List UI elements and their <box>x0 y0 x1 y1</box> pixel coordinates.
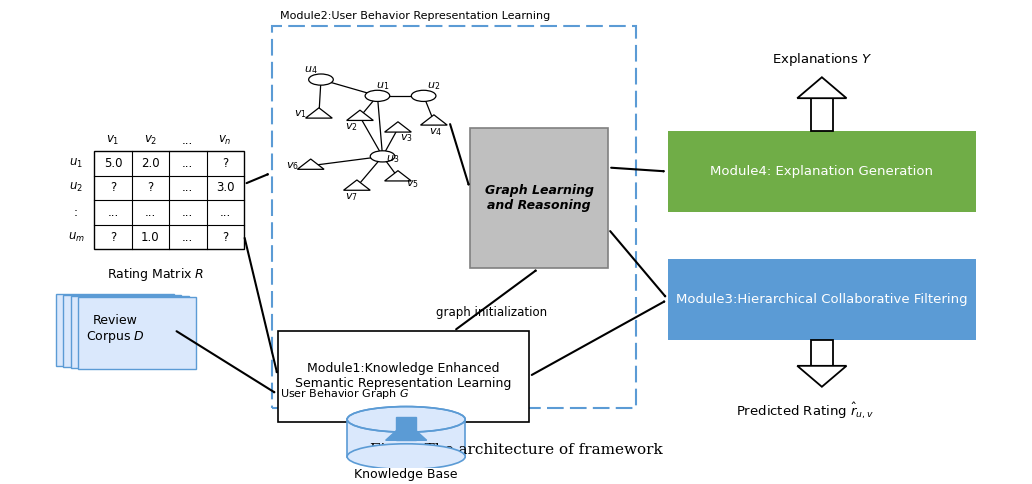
Polygon shape <box>344 180 370 190</box>
Text: ...: ... <box>183 182 193 195</box>
FancyBboxPatch shape <box>63 295 182 367</box>
Polygon shape <box>347 110 374 121</box>
Polygon shape <box>798 77 846 98</box>
FancyBboxPatch shape <box>278 331 529 422</box>
FancyBboxPatch shape <box>77 297 196 369</box>
Text: $u_3$: $u_3$ <box>386 153 399 165</box>
Text: Module3:Hierarchical Collaborative Filtering: Module3:Hierarchical Collaborative Filte… <box>676 293 968 306</box>
Text: $u_1$: $u_1$ <box>69 157 83 170</box>
Polygon shape <box>385 171 412 181</box>
FancyBboxPatch shape <box>668 131 976 212</box>
Text: Graph Learning
and Reasoning: Graph Learning and Reasoning <box>485 184 593 212</box>
FancyBboxPatch shape <box>810 98 833 131</box>
Text: Rating Matrix $R$: Rating Matrix $R$ <box>107 266 204 283</box>
Text: Review
Corpus $D$: Review Corpus $D$ <box>86 314 144 346</box>
Text: 1.0: 1.0 <box>141 231 160 243</box>
Text: $v_6$: $v_6$ <box>286 160 298 172</box>
Polygon shape <box>798 366 846 387</box>
Text: $v_7$: $v_7$ <box>346 191 358 203</box>
Text: $u_2$: $u_2$ <box>427 80 441 91</box>
Text: 2.0: 2.0 <box>141 157 160 170</box>
Text: 3.0: 3.0 <box>216 182 234 195</box>
FancyBboxPatch shape <box>810 340 833 366</box>
FancyBboxPatch shape <box>70 296 189 368</box>
Text: $v_1$: $v_1$ <box>294 108 307 121</box>
Text: ?: ? <box>148 182 154 195</box>
Polygon shape <box>421 115 447 125</box>
Text: $u_2$: $u_2$ <box>69 182 83 195</box>
Circle shape <box>365 91 390 102</box>
Text: $v_n$: $v_n$ <box>219 135 232 148</box>
Polygon shape <box>386 422 426 440</box>
FancyBboxPatch shape <box>347 419 465 456</box>
Text: ?: ? <box>109 182 116 195</box>
Ellipse shape <box>347 444 465 469</box>
Text: Explanations $Y$: Explanations $Y$ <box>772 51 872 68</box>
Text: $u_4$: $u_4$ <box>303 64 318 76</box>
Text: $v_2$: $v_2$ <box>346 121 358 133</box>
Polygon shape <box>305 108 332 118</box>
Text: graph initialization: graph initialization <box>437 306 547 319</box>
Text: User Behavior Graph $G$: User Behavior Graph $G$ <box>280 387 410 401</box>
Text: 5.0: 5.0 <box>103 157 122 170</box>
Text: ...: ... <box>183 135 193 147</box>
Text: ?: ? <box>109 231 116 243</box>
Polygon shape <box>385 122 412 132</box>
FancyBboxPatch shape <box>470 128 609 268</box>
FancyBboxPatch shape <box>668 259 976 340</box>
Text: ...: ... <box>183 206 193 219</box>
Text: $u_1$: $u_1$ <box>376 80 389 91</box>
Text: ...: ... <box>183 231 193 243</box>
Text: Predicted Rating $\hat{r}_{u,v}$: Predicted Rating $\hat{r}_{u,v}$ <box>736 401 874 421</box>
Text: $v_4$: $v_4$ <box>429 126 443 137</box>
Circle shape <box>412 91 436 102</box>
Text: $v_5$: $v_5$ <box>406 179 419 190</box>
FancyBboxPatch shape <box>94 151 244 249</box>
Text: Knowledge Base: Knowledge Base <box>354 468 458 481</box>
Text: Module1:Knowledge Enhanced
Semantic Representation Learning: Module1:Knowledge Enhanced Semantic Repr… <box>295 363 512 390</box>
Text: $v_1$: $v_1$ <box>106 135 120 148</box>
Text: $v_3$: $v_3$ <box>399 132 413 144</box>
Text: $u_m$: $u_m$ <box>68 230 85 244</box>
Polygon shape <box>297 159 324 169</box>
Text: :: : <box>74 206 78 219</box>
Text: Fig. 1: The architecture of framework: Fig. 1: The architecture of framework <box>369 442 663 456</box>
Circle shape <box>370 151 395 162</box>
Text: $v_2$: $v_2$ <box>143 135 157 148</box>
Text: Module2:User Behavior Representation Learning: Module2:User Behavior Representation Lea… <box>280 12 550 21</box>
Text: ...: ... <box>107 206 119 219</box>
Text: ...: ... <box>144 206 156 219</box>
FancyBboxPatch shape <box>396 417 417 440</box>
Text: ?: ? <box>222 231 228 243</box>
Text: Module4: Explanation Generation: Module4: Explanation Generation <box>710 165 933 178</box>
Text: ...: ... <box>220 206 231 219</box>
Text: ...: ... <box>183 157 193 170</box>
FancyBboxPatch shape <box>56 294 174 366</box>
Text: ?: ? <box>222 157 228 170</box>
Circle shape <box>309 74 333 85</box>
Ellipse shape <box>347 407 465 432</box>
